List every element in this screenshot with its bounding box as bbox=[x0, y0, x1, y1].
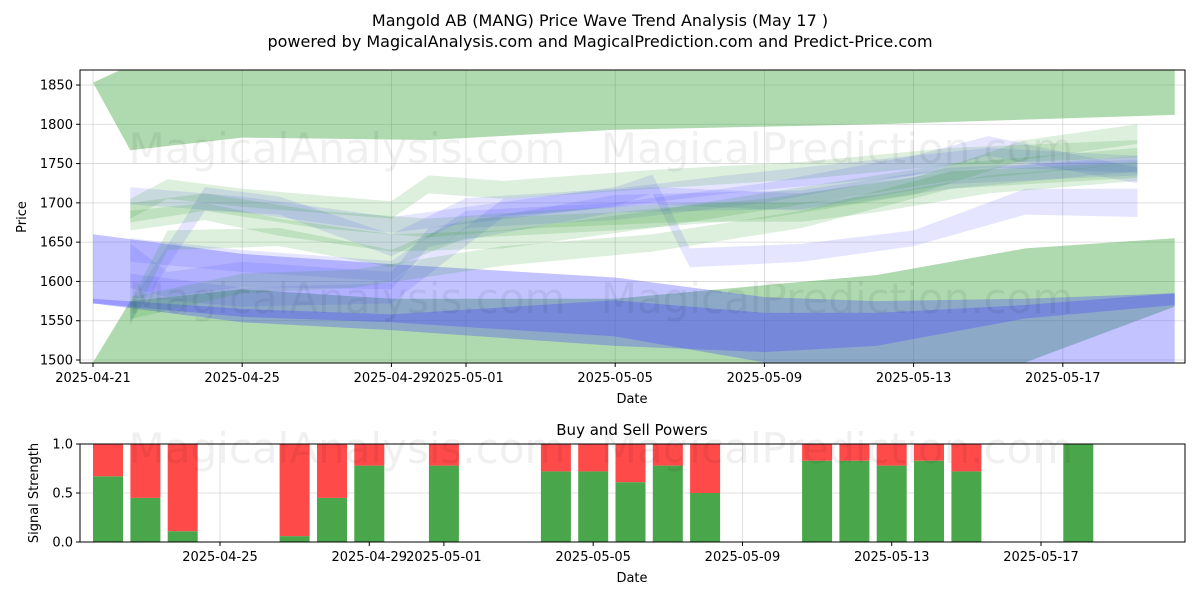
price-y-tick-label: 1700 bbox=[40, 196, 73, 211]
signal-x-tick-label: 2025-05-17 bbox=[1003, 550, 1079, 565]
watermark-analysis-bottom: MagicalAnalysis.com bbox=[129, 424, 566, 473]
buy-power-bar bbox=[354, 465, 385, 542]
buy-power-bar bbox=[802, 460, 833, 542]
buy-power-bar bbox=[1063, 444, 1094, 542]
buy-power-bar bbox=[317, 497, 347, 542]
sell-power-bar bbox=[839, 444, 870, 461]
signal-bars bbox=[93, 444, 1094, 542]
watermark-analysis-mid: MagicalAnalysis.com bbox=[129, 274, 566, 323]
wave-band-green bbox=[130, 140, 1138, 219]
sell-power-bar bbox=[317, 444, 347, 498]
sell-power-bar bbox=[167, 444, 198, 532]
signal-y-axis-label: Signal Strength bbox=[27, 443, 42, 543]
wave-band-green bbox=[93, 238, 1175, 363]
sell-power-bar bbox=[428, 444, 459, 466]
signal-x-tick-label: 2025-05-13 bbox=[854, 550, 930, 565]
wave-band-green bbox=[130, 162, 1138, 320]
price-grid bbox=[80, 70, 1185, 363]
price-x-axis-label: Date bbox=[616, 392, 647, 407]
price-y-tick-label: 1550 bbox=[40, 314, 73, 329]
price-x-tick-label: 2025-05-17 bbox=[1025, 371, 1101, 386]
watermark-prediction-top: MagicalPrediction.com bbox=[601, 124, 1074, 173]
sell-power-bar bbox=[93, 444, 123, 477]
signal-y-tick-label: 0.5 bbox=[52, 487, 73, 502]
wave-band-blue bbox=[130, 159, 1138, 298]
price-x-tick-label: 2025-05-05 bbox=[577, 371, 653, 386]
buy-power-bar bbox=[279, 536, 310, 542]
wave-band-green bbox=[93, 70, 1175, 151]
buy-power-bar bbox=[876, 465, 907, 542]
price-y-axis-label: Price bbox=[15, 201, 30, 233]
wave-band-blue bbox=[93, 293, 1175, 353]
signal-x-tick-label: 2025-04-29 bbox=[331, 550, 407, 565]
signal-panel-title: Buy and Sell Powers bbox=[556, 421, 708, 439]
buy-power-bar bbox=[428, 465, 459, 542]
buy-power-bar bbox=[652, 465, 683, 542]
sell-power-bar bbox=[802, 444, 833, 461]
price-x-tick-label: 2025-05-09 bbox=[727, 371, 803, 386]
sell-power-bar bbox=[130, 444, 161, 498]
watermark-prediction-mid: MagicalPrediction.com bbox=[601, 274, 1074, 323]
sell-power-bar bbox=[354, 444, 385, 466]
price-x-tick-label: 2025-04-29 bbox=[354, 371, 430, 386]
signal-x-tick-label: 2025-04-25 bbox=[182, 550, 258, 565]
sell-power-bar bbox=[578, 444, 609, 472]
sell-power-bar bbox=[951, 444, 982, 472]
wave-band-green bbox=[130, 163, 1138, 238]
sell-power-bar bbox=[914, 444, 944, 461]
sell-power-bar bbox=[540, 444, 571, 472]
price-x-tick-label: 2025-05-01 bbox=[428, 371, 504, 386]
wave-band-green bbox=[130, 147, 1138, 252]
price-y-tick-label: 1850 bbox=[40, 79, 73, 94]
sell-power-bar bbox=[615, 444, 646, 483]
watermark-prediction-bottom: MagicalPrediction.com bbox=[601, 424, 1074, 473]
buy-power-bar bbox=[578, 471, 609, 542]
signal-x-tick-label: 2025-05-09 bbox=[705, 550, 781, 565]
buy-power-bar bbox=[167, 531, 198, 542]
price-y-tick-label: 1650 bbox=[40, 236, 73, 251]
wave-band-blue bbox=[130, 147, 1138, 323]
buy-power-bar bbox=[914, 460, 944, 542]
watermark-analysis-top: MagicalAnalysis.com bbox=[129, 124, 566, 173]
sell-power-bar bbox=[690, 444, 721, 493]
price-y-tick-label: 1800 bbox=[40, 118, 73, 133]
price-panel-frame bbox=[79, 69, 1186, 364]
chart-title: Mangold AB (MANG) Price Wave Trend Analy… bbox=[372, 11, 828, 30]
signal-x-tick-label: 2025-05-01 bbox=[406, 550, 482, 565]
price-x-tick-label: 2025-04-21 bbox=[55, 371, 131, 386]
buy-power-bar bbox=[93, 476, 123, 542]
signal-axis-ticks: 2025-04-25 2025-04-29 2025-05-01 2025-05-05… bbox=[52, 438, 1078, 566]
wave-band-blue bbox=[130, 155, 1138, 307]
buy-power-bar bbox=[690, 493, 721, 542]
sell-power-bar bbox=[279, 444, 310, 537]
wave-band-blue bbox=[93, 234, 1175, 363]
buy-power-bar bbox=[540, 471, 571, 542]
wave-band-blue bbox=[130, 174, 1138, 268]
price-y-tick-label: 1500 bbox=[40, 354, 73, 369]
buy-power-bar bbox=[951, 471, 982, 542]
price-axis-ticks: 2025-04-21 2025-04-25 2025-04-29 2025-05-01… bbox=[40, 79, 1101, 387]
signal-x-axis-label: Date bbox=[616, 571, 647, 586]
chart-subtitle: powered by MagicalAnalysis.com and Magic… bbox=[267, 32, 932, 51]
wave-band-blue bbox=[130, 136, 1138, 282]
buy-power-bar bbox=[839, 460, 870, 542]
signal-x-tick-label: 2025-05-05 bbox=[555, 550, 631, 565]
price-panel: MagicalAnalysis.com MagicalPrediction.co… bbox=[15, 69, 1186, 407]
price-x-tick-label: 2025-04-25 bbox=[204, 371, 280, 386]
signal-y-tick-label: 0.0 bbox=[52, 536, 73, 551]
sell-power-bar bbox=[876, 444, 907, 466]
buy-power-bar bbox=[615, 482, 646, 542]
price-wave-bands bbox=[93, 70, 1175, 363]
wave-band-green bbox=[130, 124, 1138, 325]
signal-y-tick-label: 1.0 bbox=[52, 438, 73, 453]
signal-panel: Buy and Sell Powers MagicalAnalysis.com … bbox=[27, 421, 1186, 586]
price-y-tick-label: 1750 bbox=[40, 157, 73, 172]
price-y-tick-label: 1600 bbox=[40, 275, 73, 290]
buy-power-bar bbox=[130, 497, 161, 542]
price-x-tick-label: 2025-05-13 bbox=[876, 371, 952, 386]
sell-power-bar bbox=[652, 444, 683, 466]
